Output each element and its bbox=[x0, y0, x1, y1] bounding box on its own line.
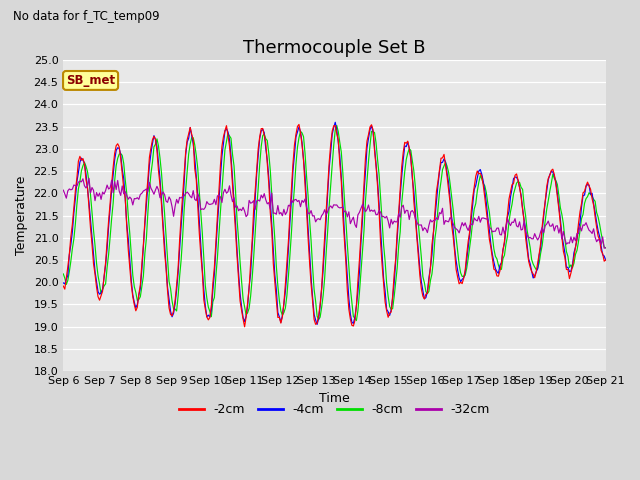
Legend: -2cm, -4cm, -8cm, -32cm: -2cm, -4cm, -8cm, -32cm bbox=[173, 398, 495, 421]
-8cm bbox=[602, 245, 609, 251]
Text: No data for f_TC_temp09: No data for f_TC_temp09 bbox=[13, 10, 159, 23]
-2cm bbox=[295, 121, 303, 127]
-32cm bbox=[85, 175, 93, 181]
-32cm bbox=[241, 208, 248, 214]
-4cm bbox=[297, 129, 305, 135]
-2cm bbox=[60, 283, 67, 289]
-4cm bbox=[332, 120, 339, 125]
-8cm bbox=[221, 147, 228, 153]
-32cm bbox=[127, 196, 135, 202]
-2cm bbox=[126, 264, 134, 270]
-4cm bbox=[126, 257, 134, 263]
-2cm bbox=[241, 324, 248, 330]
Line: -8cm: -8cm bbox=[63, 125, 605, 321]
Line: -4cm: -4cm bbox=[63, 122, 605, 324]
Y-axis label: Temperature: Temperature bbox=[15, 176, 28, 255]
-8cm bbox=[353, 318, 360, 324]
-2cm bbox=[300, 157, 307, 163]
Line: -2cm: -2cm bbox=[63, 124, 605, 327]
-8cm bbox=[239, 296, 247, 301]
-8cm bbox=[575, 239, 582, 244]
-32cm bbox=[600, 245, 608, 251]
-32cm bbox=[223, 191, 230, 196]
Line: -32cm: -32cm bbox=[63, 178, 605, 248]
-4cm bbox=[575, 226, 582, 231]
Text: SB_met: SB_met bbox=[66, 74, 115, 87]
-32cm bbox=[250, 198, 257, 204]
-2cm bbox=[602, 257, 609, 263]
-8cm bbox=[297, 129, 305, 134]
-4cm bbox=[602, 257, 609, 263]
-4cm bbox=[221, 128, 228, 134]
-8cm bbox=[60, 271, 67, 277]
-32cm bbox=[602, 245, 609, 251]
-4cm bbox=[60, 280, 67, 286]
-32cm bbox=[573, 230, 581, 236]
-8cm bbox=[333, 122, 340, 128]
-4cm bbox=[239, 315, 247, 321]
-32cm bbox=[60, 187, 67, 193]
-2cm bbox=[239, 316, 247, 322]
-2cm bbox=[250, 207, 257, 213]
-8cm bbox=[126, 230, 134, 236]
Title: Thermocouple Set B: Thermocouple Set B bbox=[243, 39, 426, 57]
-4cm bbox=[248, 243, 256, 249]
-4cm bbox=[313, 322, 321, 327]
-8cm bbox=[248, 276, 256, 281]
-2cm bbox=[221, 128, 228, 134]
X-axis label: Time: Time bbox=[319, 392, 350, 405]
-2cm bbox=[575, 220, 582, 226]
-32cm bbox=[298, 198, 306, 204]
